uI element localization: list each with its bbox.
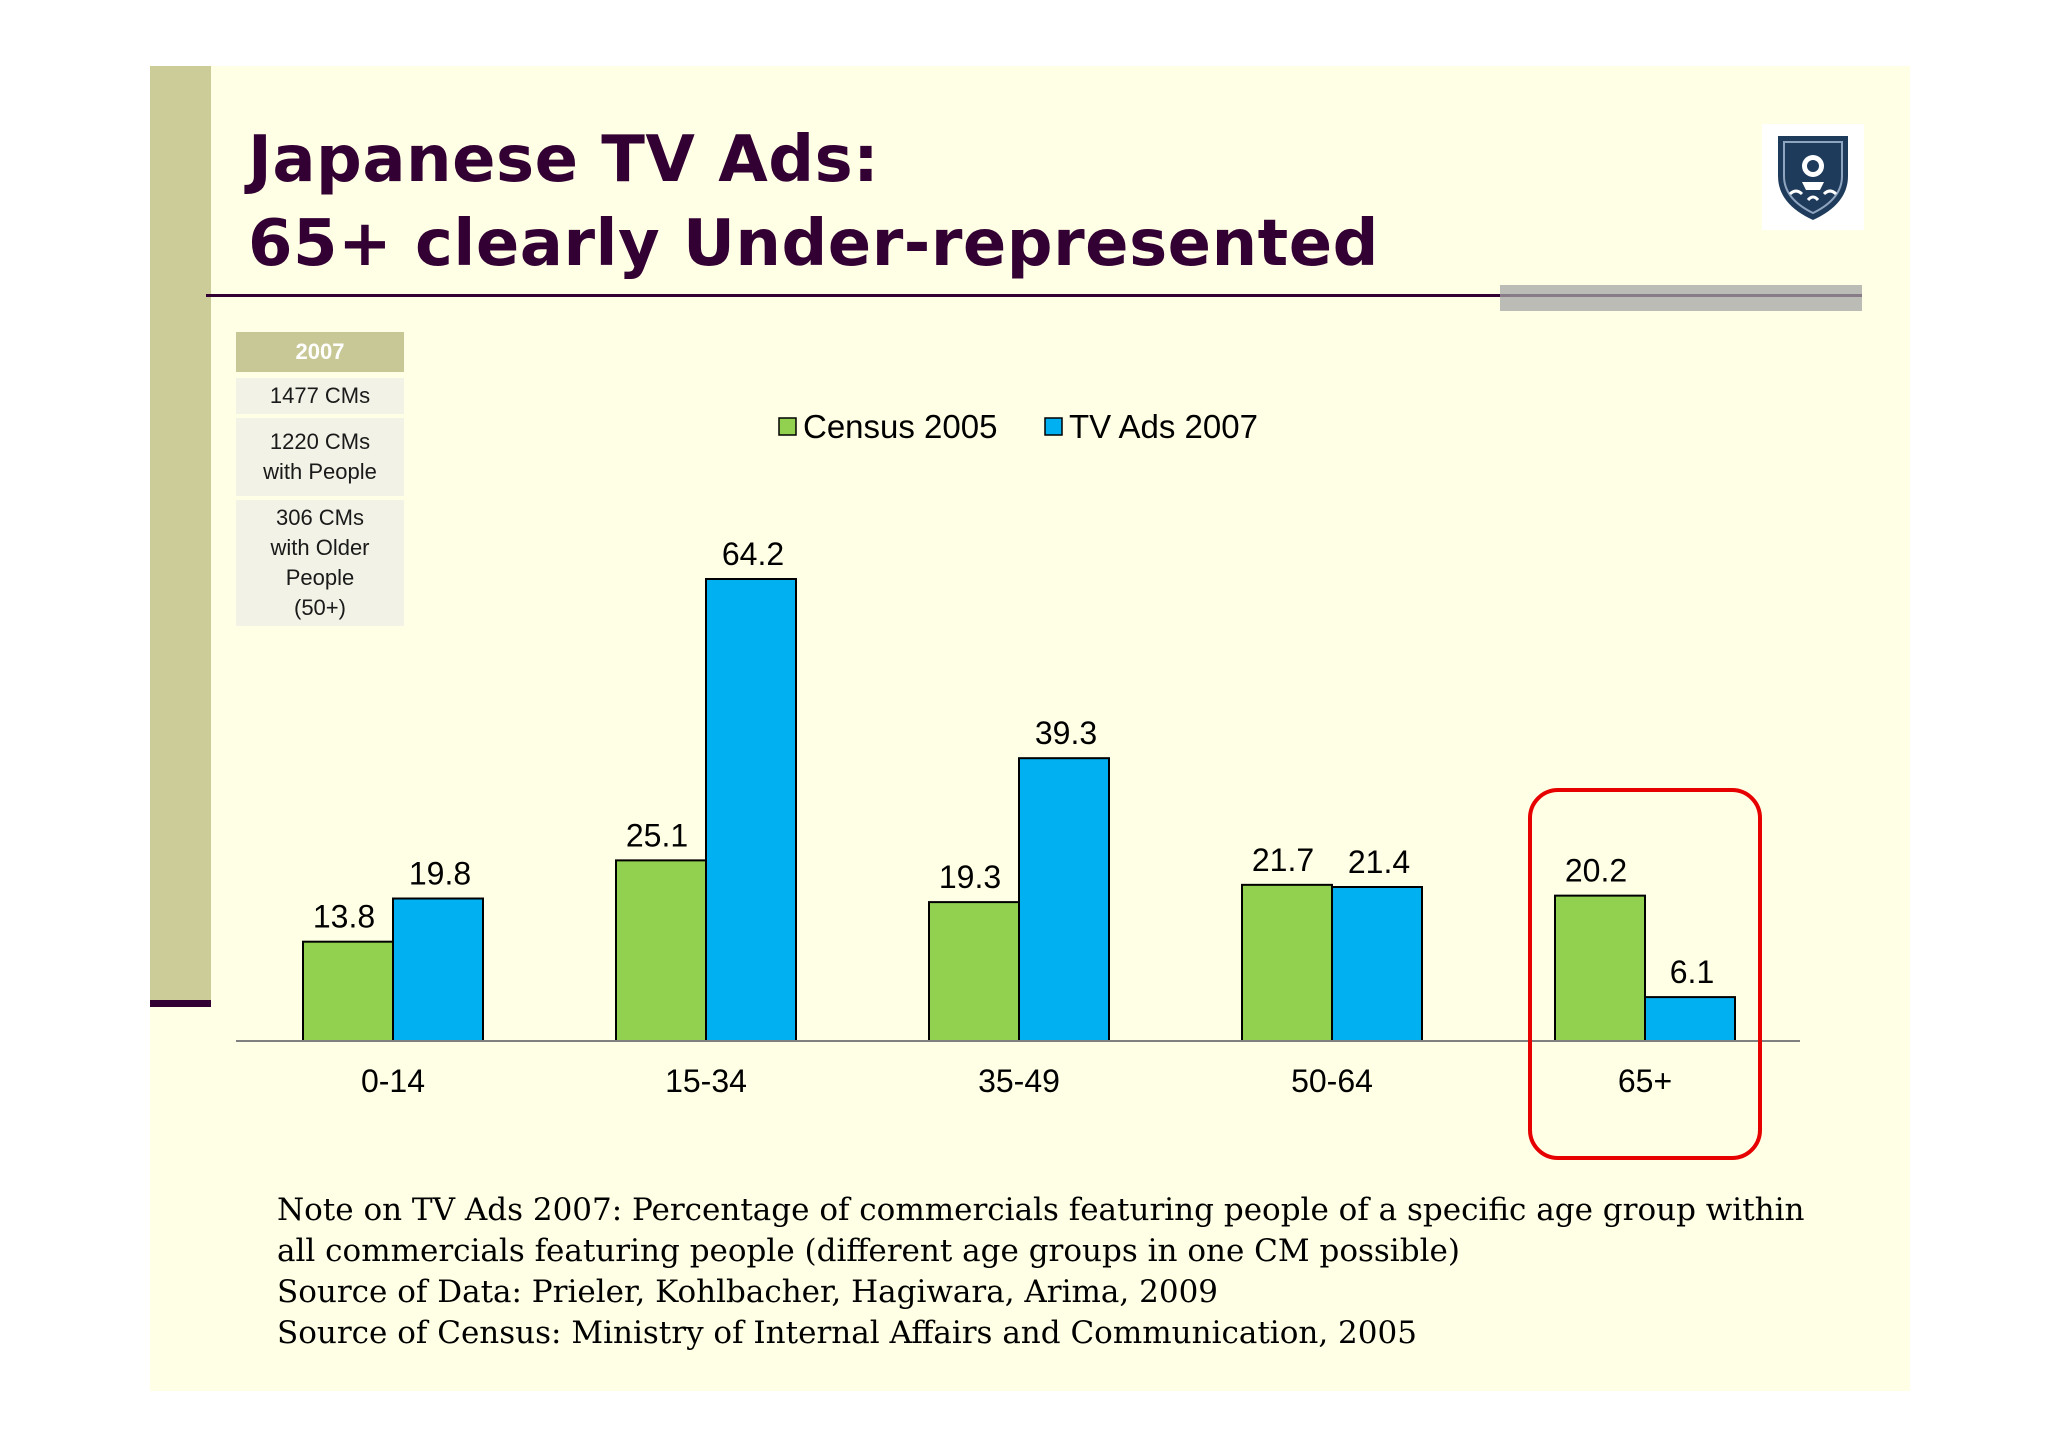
bar-tvads-65+ [1645, 997, 1735, 1041]
note-text: Note on TV Ads 2007: Percentage of comme… [277, 1190, 1837, 1272]
source-data-text: Source of Data: Prieler, Kohlbacher, Hag… [277, 1272, 1837, 1313]
bar-tvads-35-49 [1019, 758, 1109, 1041]
x-tick-label: 15-34 [665, 1063, 747, 1099]
x-tick-label: 0-14 [361, 1063, 425, 1099]
data-label: 19.8 [409, 856, 471, 892]
data-label: 21.4 [1348, 844, 1410, 880]
source-census-text: Source of Census: Ministry of Internal A… [277, 1313, 1837, 1354]
bar-tvads-15-34 [706, 579, 796, 1041]
x-tick-label: 50-64 [1291, 1063, 1373, 1099]
x-tick-label: 35-49 [978, 1063, 1060, 1099]
data-label: 20.2 [1565, 853, 1627, 889]
data-label: 25.1 [626, 817, 688, 853]
data-label: 21.7 [1252, 842, 1314, 878]
x-tick-label: 65+ [1618, 1063, 1672, 1099]
bar-tvads-0-14 [393, 899, 483, 1041]
bar-census-15-34 [616, 860, 706, 1041]
legend-label: Census 2005 [803, 408, 997, 445]
bar-tvads-50-64 [1332, 887, 1422, 1041]
data-label: 13.8 [313, 899, 375, 935]
bar-census-0-14 [303, 942, 393, 1041]
chart-notes: Note on TV Ads 2007: Percentage of comme… [277, 1190, 1837, 1354]
data-label: 39.3 [1035, 715, 1097, 751]
data-label: 64.2 [722, 536, 784, 572]
legend-swatch [779, 418, 796, 435]
legend-label: TV Ads 2007 [1069, 408, 1258, 445]
bar-census-50-64 [1242, 885, 1332, 1041]
data-label: 19.3 [939, 859, 1001, 895]
data-label: 6.1 [1670, 954, 1714, 990]
bar-census-65+ [1555, 896, 1645, 1041]
bar-census-35-49 [929, 902, 1019, 1041]
legend-swatch [1045, 418, 1062, 435]
